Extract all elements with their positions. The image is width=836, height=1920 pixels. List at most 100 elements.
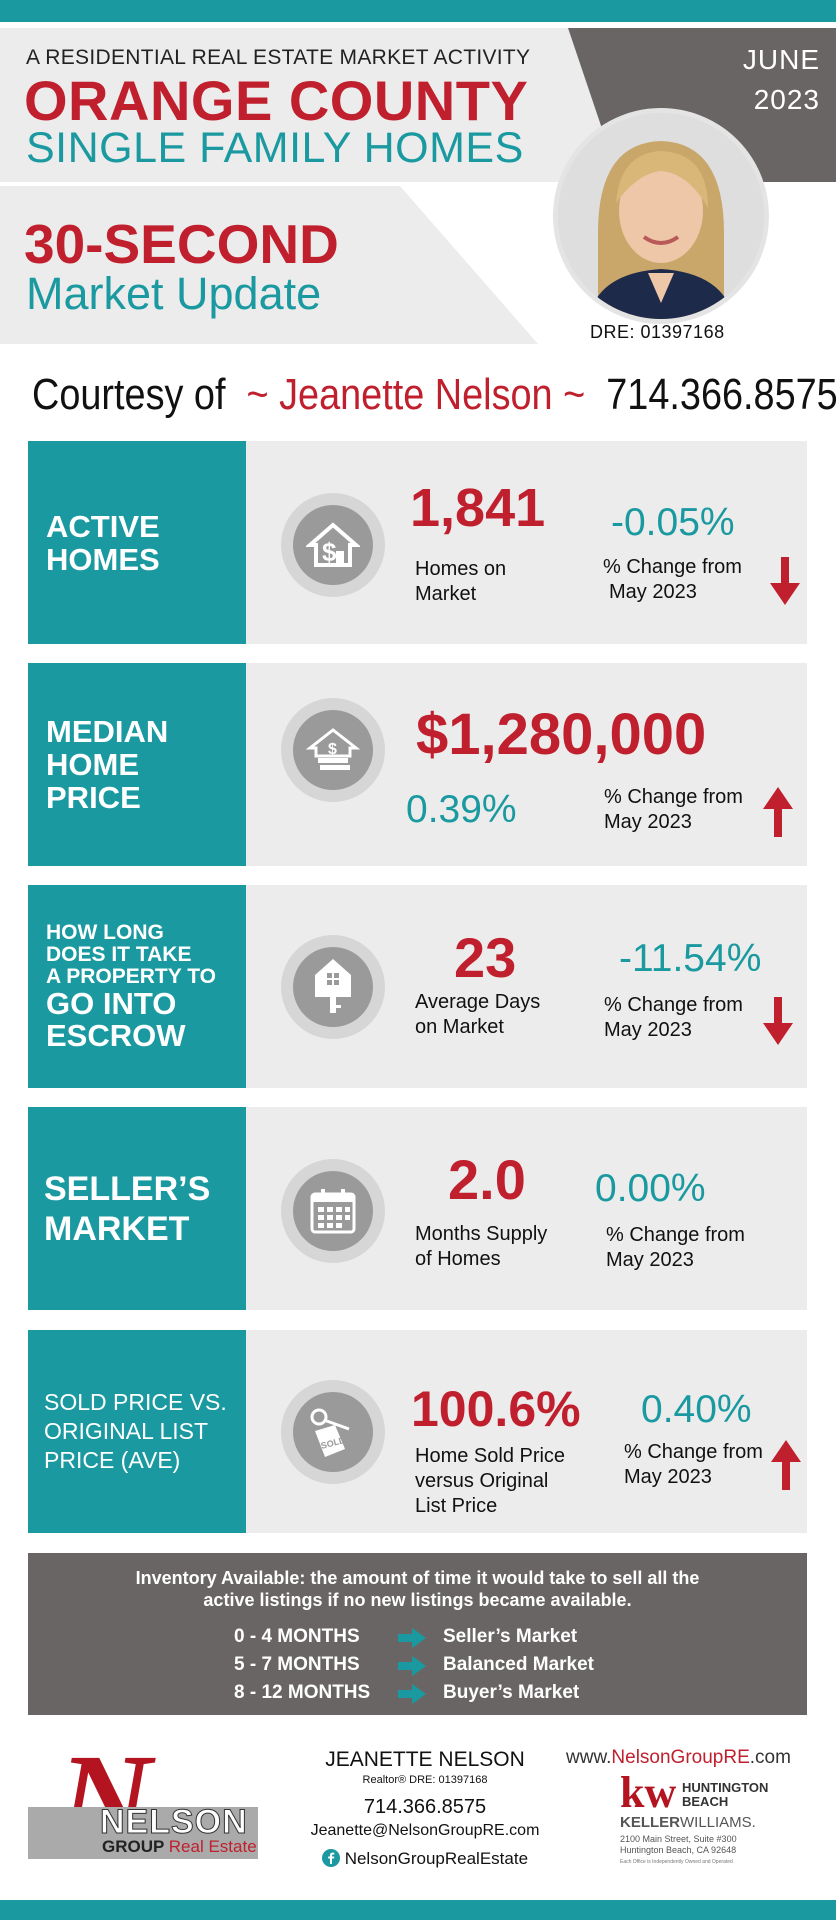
median-price-change-label: % Change from May 2023 [604, 785, 743, 835]
kw-address: 2100 Main Street, Suite #300 Huntington … [620, 1834, 737, 1856]
arrow-right-icon [398, 1628, 426, 1648]
stat-label-line: ORIGINAL LIST [44, 1418, 209, 1444]
header-title-county: ORANGE COUNTY [24, 69, 529, 132]
active-homes-pct-change: -0.05% [611, 501, 735, 544]
desc-line: List Price [415, 1495, 498, 1517]
stat-label-sold-vs-list: SOLD PRICE VS. ORIGINAL LIST PRICE (AVE) [28, 1330, 246, 1533]
months-supply-value: 2.0 [448, 1148, 526, 1211]
sold-vs-list-desc: Home Sold Price versus Original List Pri… [415, 1444, 565, 1519]
change-line: May 2023 [609, 581, 697, 603]
header-title-homes: SINGLE FAMILY HOMES [26, 124, 524, 172]
header-update-title: 30-SECOND [24, 213, 339, 275]
change-line: May 2023 [606, 1249, 694, 1271]
kw-brand-b: WILLIAMS. [680, 1814, 756, 1831]
days-to-escrow-change-label: % Change from May 2023 [604, 993, 743, 1043]
desc-line: versus Original [415, 1470, 549, 1492]
kw-address-line: Huntington Beach, CA 92648 [620, 1845, 737, 1855]
kw-disclaimer: Each Office is Independently Owned and O… [620, 1859, 733, 1865]
kw-office-line: HUNTINGTON [682, 1780, 769, 1795]
inventory-range: 8 - 12 MONTHS [234, 1682, 371, 1703]
definition-line: Inventory Available: the amount of time … [135, 1568, 700, 1588]
days-to-escrow-value: 23 [454, 926, 517, 989]
arrow-right-icon [398, 1656, 426, 1676]
logo-group: GROUP Real Estate [102, 1837, 257, 1857]
months-supply-desc: Months Supply of Homes [415, 1222, 547, 1272]
stat-label-line: PRICE [46, 780, 141, 815]
stat-label-line: SELLER’S [44, 1169, 211, 1208]
report-year: 2023 [753, 84, 820, 115]
stat-label-line: DOES IT TAKE [46, 942, 192, 966]
desc-line: Market [415, 583, 477, 605]
months-supply-pct-change: 0.00% [595, 1167, 706, 1210]
contact-phone[interactable]: 714.366.8575 [363, 1796, 487, 1818]
agent-portrait-illustration [558, 113, 764, 319]
top-accent-bar [0, 0, 836, 22]
website-link[interactable]: www.NelsonGroupRE.com [566, 1747, 791, 1769]
header-subtitle: A RESIDENTIAL REAL ESTATE MARKET ACTIVIT… [26, 46, 531, 69]
kw-logo-mark: kw [620, 1768, 677, 1817]
change-line: % Change from [603, 556, 742, 578]
svg-text:$: $ [328, 741, 337, 758]
web-prefix: www. [566, 1747, 612, 1768]
logo-real-estate: Real Estate [168, 1837, 257, 1856]
agent-portrait [553, 108, 769, 324]
stat-label-sellers-market: SELLER’S MARKET [28, 1107, 246, 1310]
house-key-icon [281, 935, 385, 1039]
house-money-icon: $ [281, 698, 385, 802]
inventory-range: 0 - 4 MONTHS [234, 1626, 360, 1647]
stat-label-line: MEDIAN [46, 714, 169, 749]
stat-label-line: ACTIVE [46, 508, 160, 544]
stat-label-days-to-escrow: HOW LONG DOES IT TAKE A PROPERTY TO GO I… [28, 885, 246, 1088]
change-line: May 2023 [604, 1019, 692, 1041]
logo-name: NELSON [100, 1803, 248, 1842]
active-homes-change-label: % Change from May 2023 [603, 555, 742, 605]
header-update-subtitle: Market Update [26, 268, 322, 319]
inventory-definition: Inventory Available: the amount of time … [28, 1567, 807, 1611]
stat-label-line: SOLD PRICE VS. [44, 1389, 227, 1415]
desc-line: on Market [415, 1016, 504, 1038]
report-month: JUNE [742, 44, 820, 75]
contact-email[interactable]: Jeanette@NelsonGroupRE.com [310, 1822, 540, 1839]
arrow-down-icon [763, 997, 793, 1045]
desc-line: Months Supply [415, 1223, 548, 1245]
contact-title: Realtor® DRE: 01397168 [362, 1774, 488, 1786]
sold-vs-list-pct-change: 0.40% [641, 1388, 752, 1431]
svg-text:$: $ [322, 537, 337, 567]
report-date: JUNE 2023 [700, 40, 820, 120]
stat-label-active-homes: ACTIVE HOMES [28, 441, 246, 644]
calendar-icon [281, 1159, 385, 1263]
stat-row-days-to-escrow: HOW LONG DOES IT TAKE A PROPERTY TO GO I… [28, 885, 807, 1088]
days-to-escrow-desc: Average Days on Market [415, 990, 540, 1040]
arrow-up-icon [763, 787, 793, 837]
months-supply-change-label: % Change from May 2023 [606, 1223, 745, 1273]
house-dollar-icon: $ [281, 493, 385, 597]
courtesy-phone: 714.366.8575 [606, 370, 836, 419]
kw-address-line: 2100 Main Street, Suite #300 [620, 1834, 737, 1844]
kw-office-name: HUNTINGTON BEACH [682, 1781, 768, 1809]
stat-label-line: PRICE (AVE) [44, 1447, 181, 1473]
stat-label-median-price: MEDIAN HOME PRICE [28, 663, 246, 866]
inventory-market-type: Seller’s Market [443, 1626, 578, 1647]
contact-name: JEANETTE NELSON [325, 1748, 525, 1771]
days-to-escrow-pct-change: -11.54% [619, 937, 762, 980]
change-line: % Change from [604, 786, 743, 808]
courtesy-prefix: Courtesy of [32, 370, 226, 419]
kw-brand-a: KELLER [620, 1814, 680, 1831]
stat-row-active-homes: ACTIVE HOMES $ 1,841 Homes on Market -0.… [28, 441, 807, 644]
definition-line: active listings if no new listings becam… [203, 1590, 632, 1610]
stat-row-median-price: MEDIAN HOME PRICE $ $1,280,000 0.39% % C… [28, 663, 807, 866]
contact-facebook[interactable]: NelsonGroupRealEstate [280, 1849, 570, 1869]
inventory-range: 5 - 7 MONTHS [234, 1654, 360, 1675]
active-homes-value: 1,841 [410, 478, 546, 538]
kw-office-line: BEACH [682, 1794, 729, 1809]
nelson-group-logo: N NELSON GROUP Real Estate [28, 1735, 268, 1865]
facebook-icon [321, 1849, 340, 1867]
arrow-right-icon [398, 1684, 426, 1704]
stat-label-line: ESCROW [46, 1017, 186, 1053]
logo-group-word: GROUP [102, 1837, 165, 1856]
change-line: % Change from [606, 1224, 745, 1246]
active-homes-desc: Homes on Market [415, 557, 506, 607]
inventory-market-type: Buyer’s Market [443, 1682, 580, 1703]
change-line: May 2023 [604, 811, 692, 833]
logo-band [28, 1807, 258, 1859]
